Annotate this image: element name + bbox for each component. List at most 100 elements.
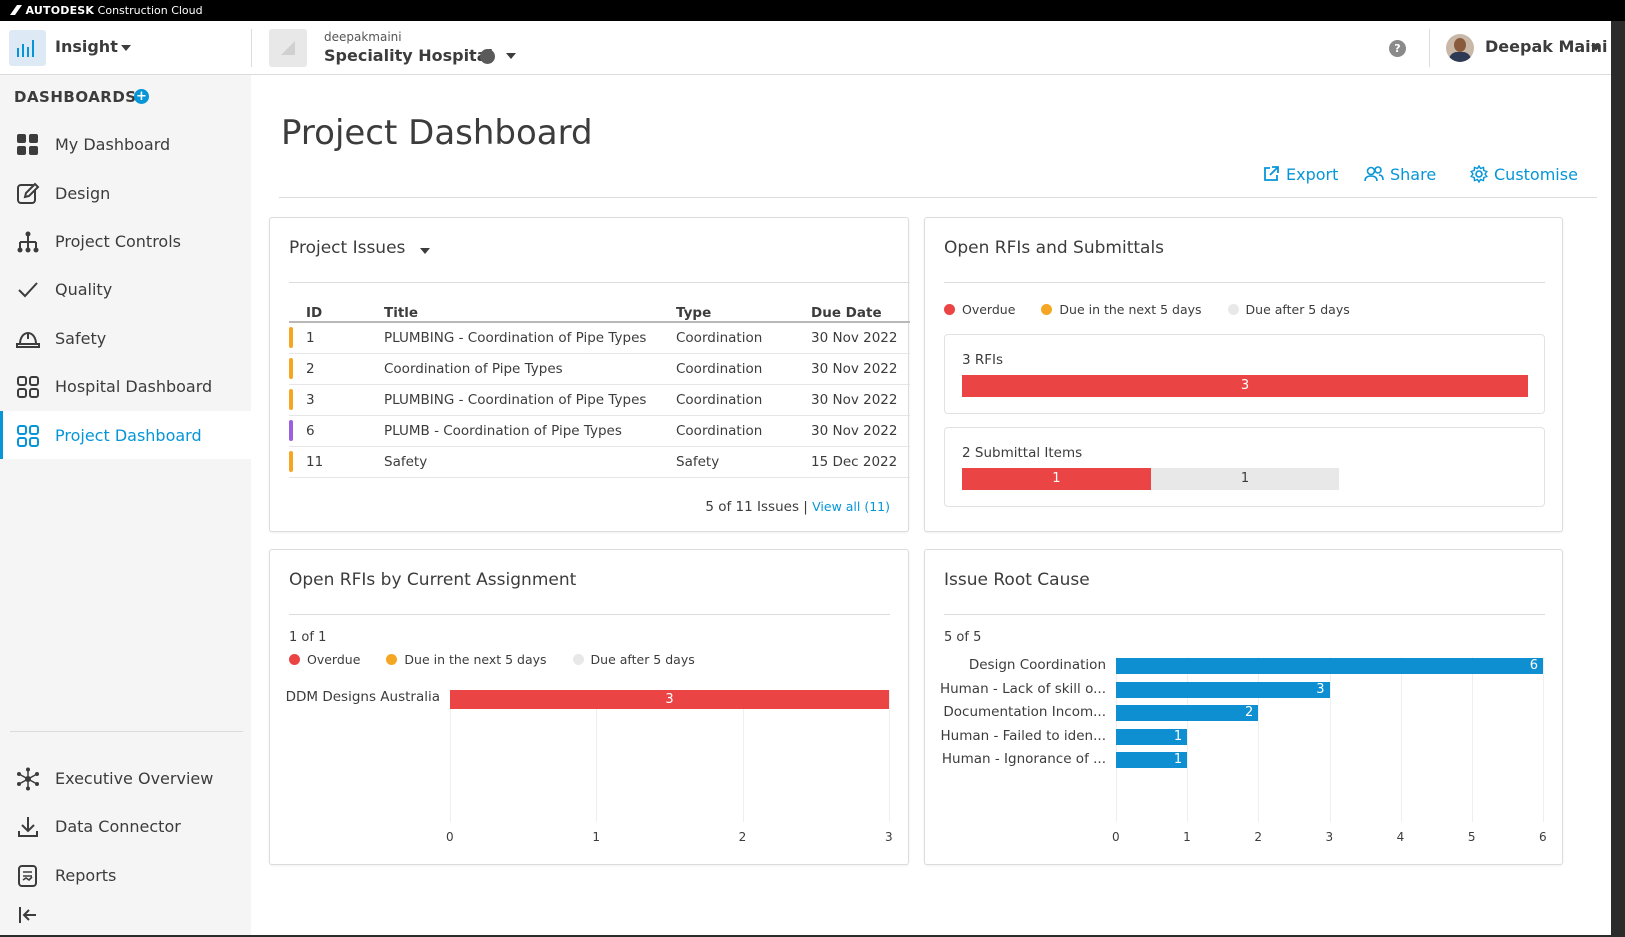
app-name[interactable]: Insight [55,37,118,56]
sidebar-item-label: Data Connector [55,817,181,836]
rfis-summary[interactable]: 3 RFIs 3 [944,334,1545,414]
share-button[interactable]: Share [1364,165,1436,184]
issue-title-link[interactable]: PLUMBING - Coordination of Pipe Types [384,322,676,354]
sidebar-item-hospital-dashboard[interactable]: Hospital Dashboard [0,362,251,410]
project-issues-title[interactable]: Project Issues [289,238,406,258]
issues-table: ID Title Type Due Date 1 PLUMBING - Coord… [289,298,910,478]
issue-title-link[interactable]: PLUMB - Coordination of Pipe Types [384,415,676,447]
x-tick-label: 2 [738,830,747,844]
rfis-submittals-card: Open RFIs and Submittals Overdue Due in … [924,217,1563,532]
x-tick-label: 0 [1112,830,1120,844]
sidebar-item-project-dashboard[interactable]: Project Dashboard [0,411,251,459]
gridline [450,690,451,822]
export-button[interactable]: Export [1262,165,1338,184]
issue-title-link[interactable]: Safety [384,446,676,478]
status-bar-overdue[interactable]: 3 [962,375,1528,397]
sidebar-item-my-dashboard[interactable]: My Dashboard [0,120,251,168]
root-cause-title: Issue Root Cause [944,570,1090,590]
help-icon[interactable]: ? [1389,40,1406,57]
bar[interactable]: 3 [1116,681,1330,698]
table-row[interactable]: 2 Coordination of Pipe Types Coordination 3… [289,353,910,385]
column-header-type[interactable]: Type [676,298,811,323]
sidebar-item-executive-overview[interactable]: Executive Overview [0,754,251,802]
x-tick-label: 5 [1467,830,1476,844]
customise-label: Customise [1494,165,1578,184]
project-chevron-down-icon[interactable] [506,53,516,59]
table-row[interactable]: 11 Safety Safety 15 Dec 2022 [289,446,910,478]
share-users-icon [1364,166,1384,182]
legend-overdue: Overdue [307,652,361,667]
column-header-id[interactable]: ID [306,298,384,323]
report-icon [18,865,37,887]
x-tick-label: 1 [592,830,600,844]
due-next-dot-icon [386,654,398,665]
bar[interactable]: 6 [1116,658,1543,674]
column-header-title[interactable]: Title [384,298,676,323]
root-cause-card: Issue Root Cause 5 of 5 0 1 2 3 4 5 6 Design Co… [924,549,1563,865]
window-frame-bottom [0,935,1625,937]
due-after-dot-icon [1227,304,1239,315]
status-indicator [289,420,293,441]
app-chevron-down-icon[interactable] [121,45,131,51]
table-row[interactable]: 1 PLUMBING - Coordination of Pipe Types Co… [289,322,910,354]
column-header-due-date[interactable]: Due Date [811,298,910,323]
status-bar-due-after[interactable]: 1 [1150,468,1340,490]
issue-type: Coordination [676,415,811,447]
sidebar-item-quality[interactable]: Quality [0,265,251,313]
app-switcher-button[interactable] [9,30,46,66]
sidebar-item-safety[interactable]: Safety [0,314,251,362]
globe-icon [480,49,495,64]
x-tick-label: 3 [1325,830,1334,844]
project-name[interactable]: Speciality Hospital [324,46,493,65]
sidebar-item-label: My Dashboard [55,135,171,154]
bar[interactable]: 3 [450,690,889,709]
issue-id: 3 [306,384,384,416]
category-label: Human - Ignorance of ... [941,751,1106,767]
rfis-assignment-card: Open RFIs by Current Assignment 1 of 1 O… [269,549,909,865]
bar[interactable]: 1 [1116,728,1188,745]
issue-title-link[interactable]: PLUMBING - Coordination of Pipe Types [384,384,676,416]
bar[interactable]: 1 [1116,752,1188,768]
sidebar-item-project-controls[interactable]: Project Controls [0,217,251,265]
status-bar-overdue[interactable]: 1 [962,468,1151,490]
issue-type: Safety [676,446,811,478]
gridline [742,690,744,822]
account-name: deepakmaini [324,30,402,44]
sidebar-item-reports[interactable]: Reports [0,851,251,899]
table-row[interactable]: 3 PLUMBING - Coordination of Pipe Types Co… [289,384,910,416]
issue-title-link[interactable]: Coordination of Pipe Types [384,353,676,385]
legend-due-next: Due in the next 5 days [1059,302,1202,317]
issues-count-footer: 5 of 11 Issues | View all (11) [705,499,890,515]
issues-chevron-down-icon[interactable] [420,248,430,254]
add-dashboard-button[interactable]: + [134,89,149,104]
insight-chart-icon [17,40,34,57]
autodesk-logo-icon [10,5,22,15]
status-indicator [289,451,293,472]
x-tick-label: 6 [1539,830,1547,844]
table-row[interactable]: 6 PLUMB - Coordination of Pipe Types Coord… [289,415,910,447]
brand-name: AUTODESK [25,4,95,17]
issue-type: Coordination [676,384,811,416]
issue-due-date: 30 Nov 2022 [811,322,910,354]
sidebar-item-design[interactable]: Design [0,169,251,217]
sidebar-item-data-connector[interactable]: Data Connector [0,802,251,850]
view-all-link[interactable]: View all (11) [812,499,890,514]
header-divider-right [1429,29,1430,67]
edit-icon [17,182,40,204]
user-name[interactable]: Deepak Maini [1485,37,1608,56]
avatar[interactable] [1446,34,1474,62]
project-thumbnail[interactable] [269,29,307,67]
rfis-assignment-title: Open RFIs by Current Assignment [289,570,577,590]
sidebar-item-label: Design [55,184,111,203]
collapse-sidebar-button[interactable] [0,901,251,935]
customise-button[interactable]: Customise [1470,164,1578,184]
gridline [1543,657,1544,822]
gridline [1258,657,1260,822]
sidebar-item-label: Reports [55,866,117,885]
sidebar: DASHBOARDS + My Dashboard Design Project… [0,75,251,935]
bar[interactable]: 2 [1116,705,1259,721]
user-chevron-down-icon[interactable] [1591,45,1601,51]
issue-type: Coordination [676,322,811,354]
